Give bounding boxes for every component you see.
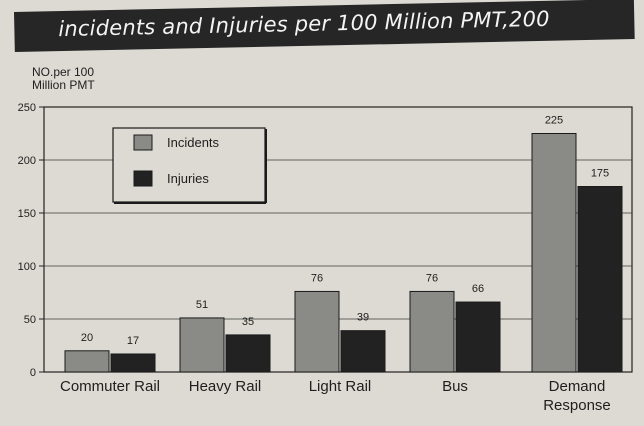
y-tick-label: 200 bbox=[18, 155, 36, 167]
bar-incidents bbox=[294, 290, 340, 373]
x-category-label: Response bbox=[543, 397, 611, 414]
legend-swatch bbox=[133, 134, 153, 151]
y-tick-label: 250 bbox=[18, 102, 36, 114]
bar-injuries bbox=[577, 186, 623, 373]
data-label: 225 bbox=[545, 115, 563, 127]
data-label: 76 bbox=[426, 272, 438, 284]
bar-injuries bbox=[340, 330, 386, 373]
bar-incidents bbox=[64, 350, 110, 373]
bars: 20 17 51 35 76 39 76 66 225 175 bbox=[64, 115, 623, 373]
data-label: 39 bbox=[357, 312, 369, 324]
y-axis-label-line: NO.per 100 bbox=[32, 65, 94, 79]
data-label: 175 bbox=[591, 168, 609, 180]
x-category-label: Commuter Rail bbox=[60, 378, 160, 395]
x-category-label: Light Rail bbox=[309, 378, 372, 395]
y-axis-label-line: Million PMT bbox=[32, 78, 95, 92]
bar-injuries bbox=[110, 353, 156, 373]
x-category-label: Heavy Rail bbox=[189, 378, 262, 395]
bar-incidents bbox=[409, 290, 455, 373]
y-tick-label: 0 bbox=[30, 367, 36, 379]
bar-incidents bbox=[179, 317, 225, 373]
x-axis-categories: Commuter Rail Heavy Rail Light Rail Bus Dema… bbox=[60, 378, 611, 414]
legend: Incidents Injuries bbox=[112, 127, 267, 204]
bar-incidents bbox=[531, 133, 577, 373]
y-tick-label: 50 bbox=[24, 314, 36, 326]
y-tick-label: 100 bbox=[18, 261, 36, 273]
bar-injuries bbox=[455, 301, 501, 373]
y-tick-label: 150 bbox=[18, 208, 36, 220]
data-label: 35 bbox=[242, 316, 254, 328]
y-axis-ticks: 0 50 100 150 200 250 bbox=[18, 102, 44, 379]
data-label: 20 bbox=[81, 332, 93, 344]
x-category-label: Bus bbox=[442, 378, 468, 395]
legend-label: Injuries bbox=[167, 171, 209, 186]
data-label: 17 bbox=[127, 335, 139, 347]
bar-injuries bbox=[225, 334, 271, 373]
legend-swatch bbox=[133, 170, 153, 187]
x-category-label: Demand bbox=[549, 378, 606, 395]
legend-label: Incidents bbox=[167, 135, 220, 150]
data-label: 66 bbox=[472, 283, 484, 295]
data-label: 51 bbox=[196, 299, 208, 311]
data-label: 76 bbox=[311, 272, 323, 284]
